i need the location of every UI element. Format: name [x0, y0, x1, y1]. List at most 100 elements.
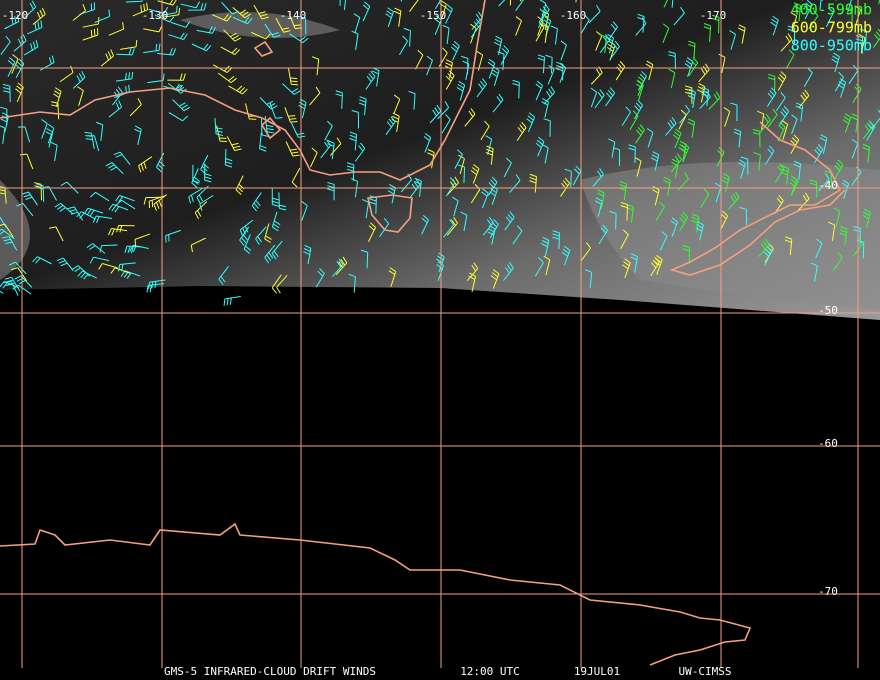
wind-barb	[712, 14, 720, 34]
wind-barb	[668, 51, 676, 70]
wind-barb	[421, 214, 430, 235]
wind-barb	[251, 31, 271, 40]
wind-barb	[385, 116, 396, 136]
wind-barb	[698, 63, 710, 83]
wind-barb	[259, 132, 267, 152]
wind-barb	[739, 207, 748, 226]
wind-barb	[83, 207, 104, 217]
wind-barb	[423, 132, 432, 153]
wind-barb	[679, 104, 691, 124]
wind-barb	[285, 141, 300, 157]
longitude-label: -130	[142, 9, 169, 22]
wind-barb	[740, 156, 749, 175]
wind-barb	[388, 267, 397, 287]
wind-barb	[785, 49, 795, 69]
wind-barb	[351, 178, 359, 198]
wind-barb	[105, 162, 124, 175]
wind-barb	[310, 147, 318, 168]
wind-barb	[851, 138, 859, 159]
wind-barb	[878, 0, 880, 5]
wind-barb	[298, 16, 307, 35]
wind-barb	[476, 78, 487, 98]
wind-barb	[94, 9, 111, 23]
wind-barb	[561, 245, 571, 266]
wind-barb	[738, 159, 746, 179]
wind-barb	[738, 24, 746, 44]
wind-barb	[564, 168, 572, 188]
footer-text: 19JUL01	[574, 665, 620, 678]
wind-barb	[403, 27, 411, 47]
wind-barb	[580, 242, 591, 262]
wind-barb	[309, 86, 321, 106]
wind-barb	[688, 40, 696, 60]
wind-barb	[787, 25, 796, 45]
wind-barb	[494, 35, 503, 56]
wind-barb	[271, 211, 281, 232]
wind-barb	[684, 85, 693, 104]
wind-barb	[545, 54, 553, 74]
wind-barb	[190, 237, 206, 253]
wind-barb	[290, 122, 306, 138]
wind-barb	[721, 173, 730, 193]
latitude-label: -70	[818, 585, 838, 598]
bright-cloud	[0, 12, 880, 310]
wind-barb	[261, 118, 269, 138]
wind-barb	[851, 166, 862, 186]
wind-barb	[718, 53, 726, 74]
wind-barb	[243, 234, 252, 254]
wind-barb	[120, 39, 138, 50]
wind-barb	[415, 49, 424, 70]
longitude-label: -170	[700, 9, 727, 22]
wind-barb	[793, 2, 801, 22]
wind-barb	[628, 144, 636, 163]
wind-barb	[125, 0, 143, 3]
wind-barb	[51, 101, 60, 120]
wind-barb	[634, 157, 642, 177]
wind-barb	[866, 121, 876, 141]
wind-barb	[780, 33, 793, 52]
wind-barb	[687, 88, 696, 109]
wind-barb	[303, 244, 312, 265]
wind-barb	[50, 141, 58, 162]
wind-barb	[445, 70, 455, 90]
wind-barb	[143, 43, 161, 54]
wind-barb	[264, 23, 281, 38]
wind-barb	[654, 255, 663, 275]
wind-barb	[168, 112, 189, 122]
wind-barb	[271, 188, 280, 207]
wind-barb	[585, 269, 593, 289]
wind-barb	[54, 202, 74, 215]
wind-barb	[11, 54, 19, 74]
wind-barb	[608, 138, 616, 158]
wind-barb	[659, 231, 668, 251]
wind-barb	[278, 192, 287, 211]
wind-barb	[115, 71, 134, 82]
wind-barb	[663, 0, 668, 8]
wind-barb	[23, 40, 39, 56]
wind-barb	[15, 82, 24, 103]
wind-barb	[0, 216, 7, 228]
wind-barb	[714, 182, 722, 203]
wind-barb	[180, 1, 200, 9]
wind-barb	[535, 22, 545, 42]
wind-barb	[700, 188, 710, 209]
wind-barb	[620, 229, 629, 250]
wind-barb	[108, 203, 129, 213]
legend-entry: 600-799mb	[791, 19, 872, 37]
wind-barb	[635, 17, 647, 36]
wind-barb	[147, 73, 165, 84]
wind-barb	[456, 80, 466, 101]
wind-barb	[598, 224, 608, 245]
wind-barb	[348, 273, 356, 293]
wind-barb	[539, 0, 547, 20]
wind-barb	[793, 160, 802, 180]
wind-barb	[655, 201, 665, 221]
wind-barb	[360, 249, 369, 269]
wind-barb	[670, 217, 679, 238]
wind-barb	[824, 170, 833, 189]
wind-barb	[490, 269, 500, 289]
wind-barb	[172, 99, 191, 112]
wind-barb	[271, 274, 282, 294]
wind-barb	[825, 7, 834, 28]
wind-barb	[560, 40, 567, 61]
